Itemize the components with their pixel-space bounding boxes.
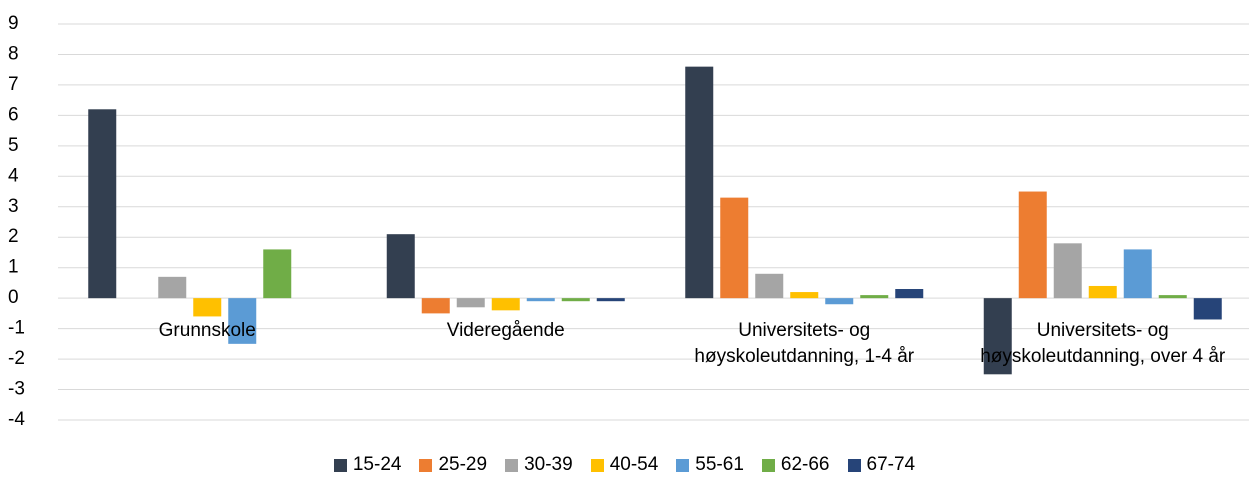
bar xyxy=(561,298,590,302)
legend-swatch xyxy=(419,458,433,472)
legend-label: 67-74 xyxy=(866,454,916,475)
legend-item: 55-61 xyxy=(676,454,744,476)
y-tick-label: 0 xyxy=(8,287,19,308)
legend-item: 62-66 xyxy=(761,454,830,476)
legend-label: 55-61 xyxy=(695,454,744,475)
y-tick-label: 5 xyxy=(8,135,19,156)
bar xyxy=(720,197,749,299)
bar xyxy=(1088,285,1117,299)
bar xyxy=(1018,191,1047,299)
legend-item: 40-54 xyxy=(590,454,659,476)
legend-item: 25-29 xyxy=(419,454,487,476)
bar xyxy=(526,298,555,302)
y-tick-label: 1 xyxy=(8,257,19,278)
y-tick-label: -2 xyxy=(8,348,25,369)
bar xyxy=(1123,249,1152,299)
bar xyxy=(825,298,854,305)
legend-item: 67-74 xyxy=(847,454,916,476)
y-tick-label: 8 xyxy=(8,43,19,64)
x-tick-label: Videregående xyxy=(446,320,565,342)
bar xyxy=(755,273,784,299)
bar xyxy=(456,298,485,308)
legend-label: 15-24 xyxy=(352,454,402,475)
legend-item: 30-39 xyxy=(505,454,573,476)
legend-swatch xyxy=(590,458,604,472)
y-tick-label: 7 xyxy=(8,74,19,95)
bar xyxy=(158,276,187,299)
bar xyxy=(193,298,222,317)
y-tick-label: -1 xyxy=(8,318,25,339)
bar xyxy=(983,298,1012,375)
bar xyxy=(421,298,450,314)
legend-label: 25-29 xyxy=(438,454,488,475)
x-tick-label: Grunnskole xyxy=(158,320,256,342)
legend: 15-24 25-29 30-39 40-54 55-61 62-66 67-74 xyxy=(0,454,1249,476)
legend-swatch xyxy=(847,458,861,472)
bar xyxy=(685,66,714,299)
legend-label: 40-54 xyxy=(609,454,659,475)
legend-label: 62-66 xyxy=(780,454,830,475)
y-tick-label: -4 xyxy=(8,409,25,430)
legend-swatch xyxy=(761,458,775,472)
legend-swatch xyxy=(333,458,347,472)
bar xyxy=(88,109,117,299)
bar xyxy=(860,295,889,299)
y-tick-label: 3 xyxy=(8,196,19,217)
bar xyxy=(1193,298,1222,320)
legend-swatch xyxy=(505,458,519,472)
y-tick-label: 4 xyxy=(8,165,19,186)
legend-item: 15-24 xyxy=(333,454,402,476)
bar xyxy=(386,234,415,299)
y-tick-label: 9 xyxy=(8,13,19,34)
y-tick-label: 2 xyxy=(8,226,19,247)
y-tick-label: 6 xyxy=(8,104,19,125)
bar xyxy=(596,298,625,302)
bar xyxy=(895,289,924,299)
y-tick-label: -3 xyxy=(8,379,25,400)
legend-label: 30-39 xyxy=(524,454,573,475)
x-tick-label: Universitets- og høyskoleutdanning, over… xyxy=(980,320,1226,368)
bar xyxy=(790,292,819,299)
x-tick-label: Universitets- og høyskoleutdanning, 1-4 … xyxy=(694,320,915,368)
bar xyxy=(1158,295,1187,299)
bar xyxy=(1053,243,1082,299)
bar xyxy=(263,249,292,299)
bar xyxy=(228,298,257,344)
bar xyxy=(491,298,520,311)
legend-swatch xyxy=(676,458,690,472)
